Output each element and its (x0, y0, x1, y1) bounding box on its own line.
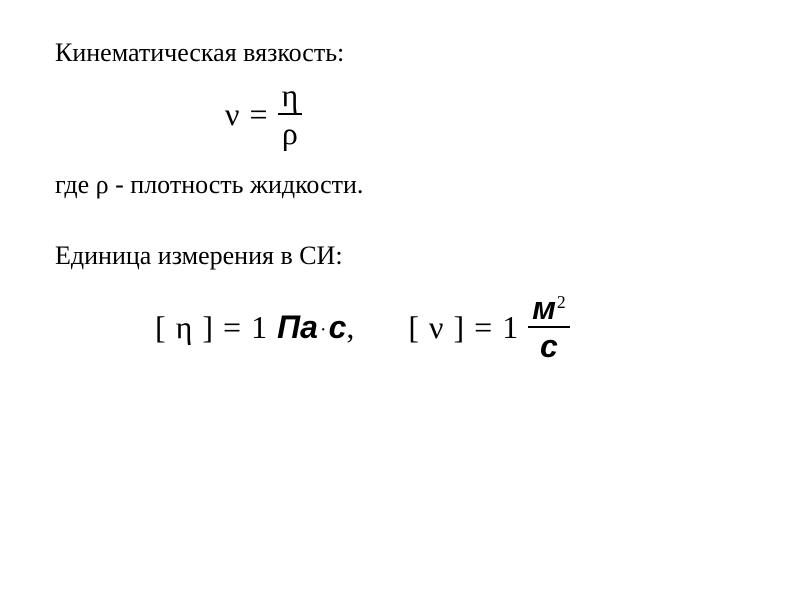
comma: , (346, 309, 354, 345)
numerator-m2: м2 (528, 292, 569, 326)
unit-second-1: с (329, 309, 347, 345)
exponent-2: 2 (557, 292, 566, 312)
multiply-dot: · (318, 319, 329, 341)
lbracket-eta: [ (155, 309, 166, 346)
symbol-rho-inline: ρ (96, 170, 109, 199)
unit-pascal: Па (277, 309, 318, 345)
equals-sign: = (249, 96, 267, 133)
kinematic-viscosity-heading: Кинематическая вязкость: (55, 35, 745, 71)
where-rho-density-line: где ρ - плотность жидкости. (55, 167, 745, 203)
rbracket-eta: ] (202, 309, 213, 346)
equals-1: = (223, 309, 241, 346)
value-1b: 1 (502, 309, 518, 346)
where-suffix: - плотность жидкости. (109, 170, 364, 199)
symbol-eta-bracket: η (176, 309, 193, 346)
where-prefix: где (55, 170, 96, 199)
value-1a: 1 (251, 309, 267, 346)
equals-2: = (474, 309, 492, 346)
vertical-spacer (55, 210, 745, 238)
formula-nu-equals-eta-over-rho: ν = η ρ (55, 79, 745, 149)
denominator-second: с (536, 328, 562, 362)
rbracket-nu: ] (454, 309, 465, 346)
fraction-m2-s: м2 с (528, 292, 569, 362)
si-units-heading: Единица измерения в СИ: (55, 238, 745, 274)
numerator-eta: η (278, 79, 303, 113)
symbol-nu: ν (225, 96, 239, 133)
unit-meter: м (532, 290, 556, 326)
symbol-nu-bracket: ν (429, 309, 443, 346)
formula-si-units: [η] = 1 Па·с, [ν] = 1 м2 с (55, 292, 745, 362)
denominator-rho: ρ (278, 115, 302, 149)
lbracket-nu: [ (408, 309, 419, 346)
fraction-eta-rho: η ρ (278, 79, 303, 149)
slide-content: Кинематическая вязкость: ν = η ρ где ρ -… (0, 0, 800, 415)
